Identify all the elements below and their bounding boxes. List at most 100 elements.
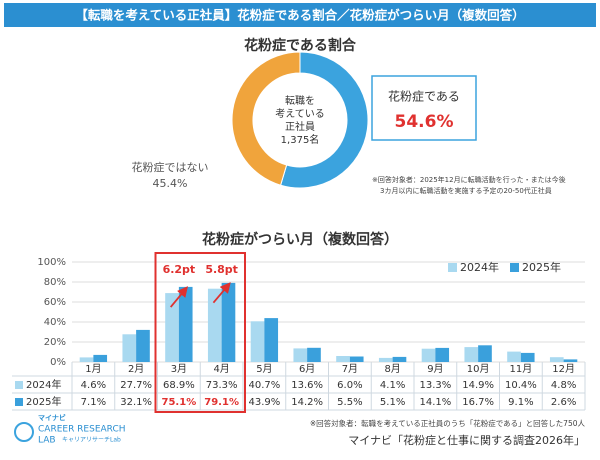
bar (250, 321, 265, 362)
logo-text: マイナビ (38, 413, 66, 422)
table-value: 14.9% (462, 380, 494, 391)
logo-mark (14, 422, 34, 442)
table-value: 16.7% (462, 397, 494, 408)
highlight-box (154, 252, 246, 413)
bar (207, 288, 222, 362)
legend-swatch (510, 263, 519, 272)
bar-title: 花粉症がつらい月（複数回答） (202, 231, 398, 248)
annotation: 5.8pt (205, 263, 238, 276)
x-tick-label: 7月 (342, 363, 358, 375)
pie-note: ※回答対象者：2025年12月に転職活動を行った・または今後 (372, 175, 566, 184)
header-title: 【転職を考えている正社員】花粉症である割合／花粉症がつらい月（複数回答） (75, 8, 524, 23)
x-tick-label: 10月 (467, 363, 490, 375)
x-tick-label: 11月 (510, 363, 533, 375)
table-value: 4.1% (380, 380, 405, 391)
pie-center-label: 考えている (275, 108, 325, 120)
table-value: 13.6% (291, 380, 323, 391)
annotation: 6.2pt (163, 263, 196, 276)
source: マイナビ「花粉症と仕事に関する調査2026年」 (348, 433, 585, 447)
bar (507, 351, 521, 362)
bar (178, 286, 193, 362)
table-value: 9.1% (508, 397, 533, 408)
bar (336, 356, 350, 362)
pie-center-label: 1,375名 (281, 133, 320, 146)
x-tick-label: 2月 (128, 363, 144, 375)
table-value: 7.1% (81, 397, 106, 408)
bar (378, 357, 393, 362)
y-tick-label: 20% (44, 337, 66, 348)
bar (563, 359, 578, 362)
table-value: 6.0% (337, 380, 362, 391)
table-value: 75.1% (162, 397, 197, 408)
bar (435, 347, 450, 362)
x-tick-label: 9月 (427, 363, 443, 375)
logo-text: CAREER RESEARCH (38, 425, 126, 435)
x-tick-label: 8月 (384, 363, 400, 375)
y-tick-label: 80% (44, 277, 66, 288)
x-tick-label: 5月 (256, 363, 272, 375)
table-value: 32.1% (120, 397, 152, 408)
pie-value-label: 54.6% (395, 112, 454, 132)
row-label: 2024年 (26, 378, 61, 391)
bar (464, 347, 479, 362)
table-value: 13.3% (419, 380, 451, 391)
pie-note: 3カ月以内に転職活動を実施する予定の20-50代正社員 (380, 186, 552, 195)
x-tick-label: 3月 (171, 363, 187, 375)
table-value: 43.9% (248, 397, 280, 408)
pie-chart (231, 51, 369, 189)
table-value: 79.1% (204, 397, 239, 408)
y-tick-label: 100% (37, 257, 66, 268)
callout-box (371, 75, 477, 141)
bar (165, 293, 179, 362)
header-bar (4, 3, 596, 27)
pie-title: 花粉症である割合 (244, 37, 357, 54)
bar (136, 329, 150, 362)
table-value: 14.2% (291, 397, 323, 408)
legend-label: 2025年 (522, 260, 561, 274)
bar (264, 318, 279, 362)
y-tick-label: 60% (44, 297, 66, 308)
logo-text: キャリアリサーチLab (62, 437, 121, 444)
table-value: 14.1% (419, 397, 451, 408)
table-value: 5.1% (380, 397, 405, 408)
table-value: 27.7% (120, 380, 152, 391)
pie-slice (279, 51, 369, 189)
pie-center-label: 転職を (285, 95, 315, 107)
bar-chart: 0% 20% 40% 60% 80% 100% 2024年 2025年 2024年 2025年 1月… (12, 252, 586, 413)
x-tick-label: 6月 (299, 363, 315, 375)
bar (520, 352, 535, 362)
x-tick-label: 12月 (552, 363, 575, 375)
table-value: 4.8% (551, 380, 576, 391)
x-tick-label: 4月 (213, 363, 229, 375)
table-value: 68.9% (163, 380, 195, 391)
bar (349, 356, 364, 362)
x-tick-label: 1月 (85, 363, 101, 375)
bar (549, 357, 564, 362)
bar (122, 334, 137, 362)
table-value: 5.5% (337, 397, 362, 408)
bar (93, 354, 108, 362)
table-value: 40.7% (248, 380, 280, 391)
bar (421, 348, 436, 362)
logo-text: LAB (38, 436, 56, 446)
bar (221, 282, 236, 362)
table-value: 10.4% (505, 380, 537, 391)
pie-label: 花粉症である (388, 89, 460, 104)
y-tick-label: 0% (50, 357, 66, 368)
table-value: 4.6% (81, 380, 106, 391)
pie-value-label: 45.4% (153, 177, 188, 190)
annotation-arrow (212, 282, 231, 304)
bar (392, 356, 407, 362)
footer-note: ※回答対象者：転職を考えている正社員のうち「花粉症である」と回答した750人 (310, 418, 586, 428)
pie-center-label: 正社員 (285, 120, 315, 133)
legend-swatch (448, 263, 457, 272)
legend-label: 2024年 (460, 260, 499, 274)
bar (478, 345, 492, 362)
bar (307, 347, 321, 362)
row-swatch (15, 381, 23, 389)
row-label: 2025年 (26, 395, 61, 408)
bar (293, 348, 308, 362)
pie-label: 花粉症ではない (132, 160, 209, 174)
table-value: 73.3% (206, 380, 238, 391)
